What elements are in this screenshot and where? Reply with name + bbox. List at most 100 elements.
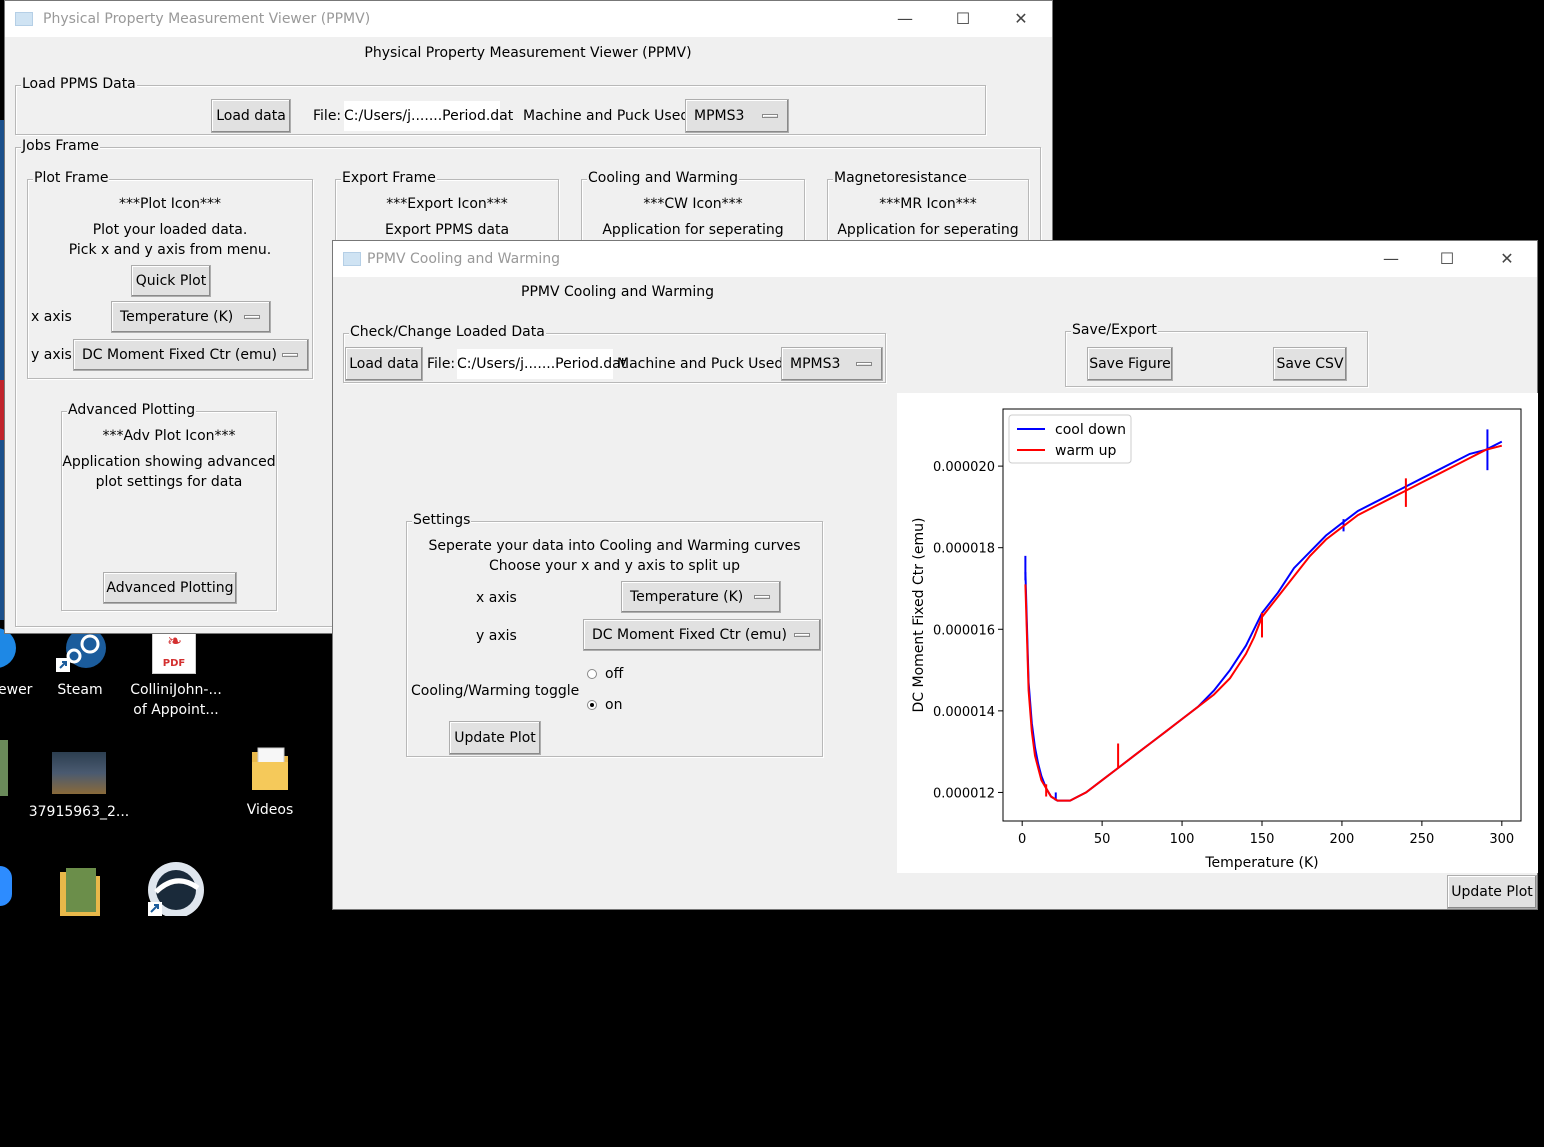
- adv-plot-description-line2: plot settings for data: [95, 474, 243, 490]
- plot-icon-placeholder: ***Plot Icon***: [118, 196, 222, 212]
- export-description: Export PPMS data: [384, 222, 510, 238]
- radio-on[interactable]: [587, 700, 597, 710]
- desktop-icon-photo-edge[interactable]: [0, 740, 8, 796]
- x-tick-label: 250: [1409, 832, 1434, 847]
- desktop-icon-image[interactable]: 37915963_2...: [24, 750, 134, 830]
- x-tick-label: 50: [1094, 832, 1111, 847]
- file-label: File:: [427, 356, 456, 372]
- pdf-file-icon: ❧ PDF: [152, 626, 196, 674]
- frame-label: Advanced Plotting: [67, 402, 197, 418]
- desktop-icon-label: ColliniJohn-...: [130, 682, 222, 698]
- dropdown-indicator-icon: [856, 362, 872, 366]
- desktop-icon-zoom-edge[interactable]: [0, 866, 12, 906]
- y-axis-select[interactable]: DC Moment Fixed Ctr (emu): [73, 339, 309, 371]
- desktop-icon-viewer[interactable]: ewer: [0, 628, 40, 698]
- x-axis-select[interactable]: Temperature (K): [111, 301, 271, 333]
- x-axis-select[interactable]: Temperature (K): [621, 581, 781, 613]
- zoom-icon[interactable]: 🔍︎: [1230, 1120, 1256, 1144]
- desktop-icon-steam[interactable]: Steam: [40, 624, 120, 704]
- frame-label: Magnetoresistance: [833, 170, 968, 186]
- window-title: Physical Property Measurement Viewer (PP…: [43, 11, 371, 27]
- toggle-label: Cooling/Warming toggle: [411, 683, 580, 699]
- close-icon[interactable]: ✕: [1014, 9, 1028, 28]
- x-axis-select-value: Temperature (K): [630, 589, 744, 605]
- series-line: [1024, 444, 1503, 802]
- desktop-icon-video-editor[interactable]: [146, 862, 206, 918]
- desktop-icon-videos[interactable]: Videos: [230, 742, 310, 826]
- update-plot-button[interactable]: Update Plot: [449, 721, 541, 755]
- load-data-button[interactable]: Load data: [345, 347, 423, 381]
- home-icon[interactable]: ⌂: [1105, 1119, 1121, 1144]
- radio-off[interactable]: [587, 669, 597, 679]
- back-arrow-icon[interactable]: ←: [1133, 1119, 1153, 1144]
- frame-label: Plot Frame: [33, 170, 110, 186]
- x-axis-label: x axis: [31, 309, 72, 325]
- machine-select[interactable]: MPMS3: [685, 99, 789, 133]
- forward-arrow-icon[interactable]: →: [1163, 1119, 1183, 1144]
- save-icon[interactable]: 🖫︎: [1307, 1121, 1323, 1142]
- machine-select[interactable]: MPMS3: [781, 347, 883, 381]
- dropdown-indicator-icon: [762, 114, 778, 118]
- y-tick-label: 0.000014: [933, 705, 995, 720]
- advanced-plotting-button[interactable]: Advanced Plotting: [103, 572, 237, 604]
- legend: cool down warm up: [1008, 414, 1132, 464]
- file-path-value: C:/Users/j.......Period.dat: [344, 101, 513, 131]
- cw-window-titlebar[interactable]: PPMV Cooling and Warming — ☐ ✕: [333, 241, 1537, 277]
- save-csv-button[interactable]: Save CSV: [1273, 347, 1347, 381]
- y-axis-select[interactable]: DC Moment Fixed Ctr (emu): [583, 619, 821, 651]
- viewer-app-icon: [0, 628, 16, 668]
- folder-icon: [250, 744, 290, 792]
- steam-icon: [52, 626, 108, 674]
- close-icon[interactable]: ✕: [1500, 249, 1514, 268]
- chart: 0 50 100 150 200 250 300 0.000012 0.000014 0.0000…: [911, 408, 1522, 871]
- machine-label: Machine and Puck Used:: [617, 356, 788, 372]
- cw-window: PPMV Cooling and Warming — ☐ ✕ PPMV Cool…: [332, 240, 1538, 1144]
- x-tick-label: 100: [1170, 832, 1195, 847]
- y-axis-label: y axis: [476, 628, 517, 644]
- desktop-icon-label: ewer: [0, 682, 33, 698]
- frame-label: Cooling and Warming: [587, 170, 740, 186]
- x-tick-label: 200: [1330, 832, 1355, 847]
- export-icon-placeholder: ***Export Icon***: [386, 196, 508, 212]
- minimize-icon[interactable]: —: [1383, 249, 1399, 268]
- pan-icon[interactable]: ✛: [1203, 1119, 1223, 1144]
- main-window-titlebar[interactable]: Physical Property Measurement Viewer (PP…: [5, 1, 1052, 37]
- minimize-icon[interactable]: —: [897, 9, 913, 28]
- settings-frame: Settings: [406, 512, 823, 757]
- dropdown-indicator-icon: [754, 595, 770, 599]
- radio-off-label[interactable]: off: [605, 666, 624, 682]
- radio-on-label[interactable]: on: [605, 697, 623, 713]
- y-axis-select-value: DC Moment Fixed Ctr (emu): [592, 627, 787, 643]
- file-path-value: C:/Users/j.......Period.dat: [457, 349, 626, 379]
- x-axis-select-value: Temperature (K): [120, 309, 234, 325]
- settings-description: Seperate your data into Cooling and Warm…: [428, 538, 801, 554]
- desktop-icon-folder2[interactable]: [58, 866, 102, 916]
- desktop-icon-label: 37915963_2...: [28, 804, 130, 820]
- frame-label: Check/Change Loaded Data: [349, 324, 546, 340]
- plot-frame: Plot Frame: [27, 170, 313, 379]
- configure-subplots-icon[interactable]: ☰: [1263, 1119, 1283, 1144]
- advanced-plotting-frame: Advanced Plotting: [61, 402, 277, 611]
- plot-description-line2: Pick x and y axis from menu.: [68, 242, 272, 258]
- quick-plot-button[interactable]: Quick Plot: [131, 265, 211, 297]
- machine-label: Machine and Puck Used:: [523, 108, 694, 124]
- video-editor-icon: [148, 862, 204, 918]
- frame-label: Jobs Frame: [21, 138, 100, 154]
- desktop-icon-pdf[interactable]: ❧ PDF ColliniJohn-... of Appoint...: [124, 624, 228, 724]
- maximize-icon[interactable]: ☐: [1439, 249, 1455, 268]
- load-ppms-frame: Load PPMS Data: [15, 76, 986, 135]
- desktop-icon-label: Steam: [57, 682, 103, 698]
- save-figure-button[interactable]: Save Figure: [1087, 347, 1173, 381]
- frame-label: Export Frame: [341, 170, 437, 186]
- y-axis-label: DC Moment Fixed Ctr (emu): [911, 518, 927, 713]
- desktop-icon-label: Videos: [246, 802, 294, 818]
- adv-plot-description: Application showing advanced: [62, 454, 276, 470]
- frame-label: Load PPMS Data: [21, 76, 137, 92]
- maximize-icon[interactable]: ☐: [955, 9, 971, 28]
- page-title: Physical Property Measurement Viewer (PP…: [364, 45, 692, 61]
- toolbar-update-plot-button[interactable]: Update Plot: [1447, 875, 1537, 909]
- machine-select-value: MPMS3: [694, 108, 745, 124]
- load-data-button[interactable]: Load data: [211, 99, 291, 133]
- image-thumbnail-icon: [52, 752, 106, 794]
- frame-label: Settings: [412, 512, 472, 528]
